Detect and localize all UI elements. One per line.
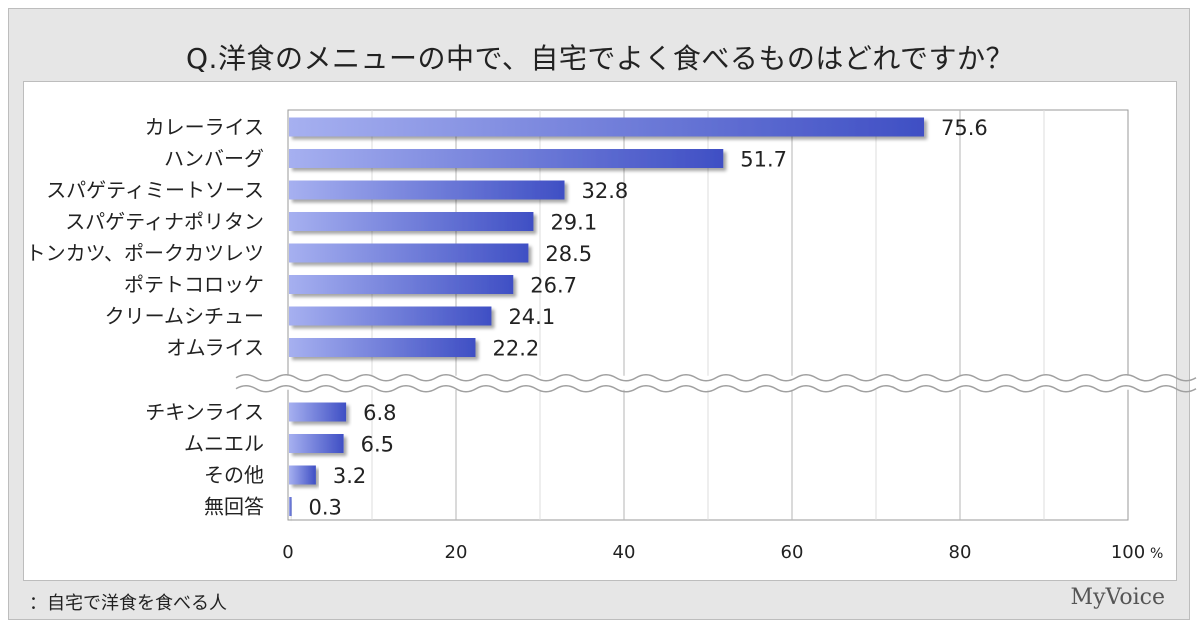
x-tick-label: 0	[282, 542, 293, 563]
brand-logo: MyVoice	[1070, 585, 1165, 610]
category-label: オムライス	[166, 336, 264, 360]
category-label: ポテトコロッケ	[124, 273, 264, 297]
bar	[289, 402, 347, 422]
category-label: スパゲティナポリタン	[65, 210, 264, 234]
bar	[289, 465, 316, 485]
bar	[289, 117, 925, 137]
value-label: 6.8	[363, 401, 396, 425]
x-unit-label: %	[1150, 546, 1163, 562]
x-tick-label: 100	[1111, 542, 1145, 563]
value-label: 29.1	[550, 211, 597, 235]
category-label: ハンバーグ	[164, 147, 264, 171]
category-label: その他	[204, 463, 264, 487]
value-label: 26.7	[530, 274, 577, 298]
value-label: 28.5	[545, 242, 592, 266]
bar	[289, 149, 724, 168]
bar	[289, 180, 565, 200]
x-tick-label: 80	[949, 542, 972, 563]
axis-break-line	[235, 385, 1197, 393]
category-label: トンカツ、ポークカツレツ	[26, 241, 264, 265]
value-label: 6.5	[361, 433, 394, 457]
category-label: ムニエル	[184, 432, 264, 456]
bar	[289, 243, 529, 263]
value-label: 3.2	[333, 464, 366, 488]
bar	[289, 275, 514, 294]
axis-break-band	[236, 375, 1166, 390]
footer-note: ：自宅で洋食を食べる人	[29, 593, 227, 614]
value-label: 75.6	[941, 116, 988, 140]
value-label: 22.2	[492, 337, 539, 361]
value-label: 32.8	[582, 179, 629, 203]
category-label: スパゲティミートソース	[46, 178, 264, 202]
axis-break-line	[235, 374, 1197, 382]
category-label: カレーライス	[145, 115, 264, 139]
value-label: 0.3	[309, 496, 342, 520]
x-tick-label: 20	[445, 542, 468, 563]
chart-title: Q.洋食のメニューの中で、自宅でよく食べるものはどれですか？	[186, 42, 1014, 75]
value-label: 51.7	[740, 148, 787, 172]
bar	[289, 212, 534, 231]
value-label: 24.1	[508, 305, 555, 329]
bar	[289, 306, 492, 326]
x-tick-label: 60	[781, 542, 804, 563]
category-label: クリームシチュー	[105, 304, 264, 328]
bar	[289, 338, 476, 357]
bar	[289, 497, 292, 516]
x-tick-label: 40	[613, 542, 636, 563]
category-label: チキンライス	[145, 400, 264, 424]
bar	[289, 434, 344, 453]
category-label: 無回答	[204, 495, 264, 519]
